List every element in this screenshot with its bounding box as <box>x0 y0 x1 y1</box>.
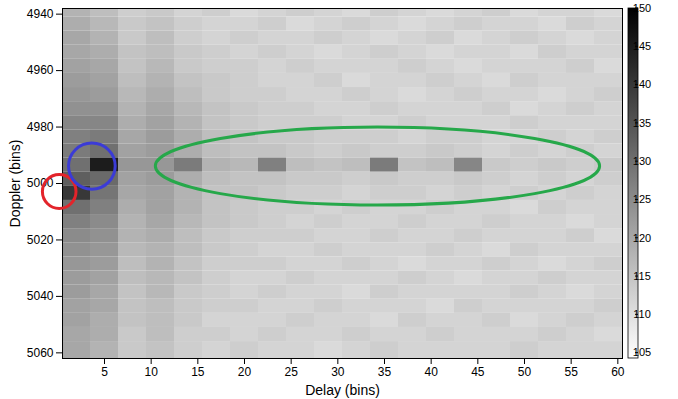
svg-text:105: 105 <box>633 346 651 358</box>
svg-text:15: 15 <box>191 365 205 379</box>
svg-text:115: 115 <box>633 270 651 282</box>
svg-text:125: 125 <box>633 193 651 205</box>
svg-text:55: 55 <box>564 365 578 379</box>
svg-text:135: 135 <box>633 117 651 129</box>
svg-text:5000: 5000 <box>26 176 54 191</box>
svg-text:110: 110 <box>633 308 651 320</box>
svg-text:60: 60 <box>611 365 625 379</box>
svg-text:35: 35 <box>378 365 392 379</box>
svg-text:140: 140 <box>633 78 651 90</box>
svg-text:50: 50 <box>518 365 532 379</box>
svg-text:145: 145 <box>633 40 651 52</box>
svg-text:30: 30 <box>331 365 345 379</box>
svg-text:40: 40 <box>424 365 438 379</box>
svg-text:Doppler (bins): Doppler (bins) <box>7 140 23 228</box>
svg-text:120: 120 <box>633 232 651 244</box>
svg-text:130: 130 <box>633 155 651 167</box>
svg-text:150: 150 <box>633 2 651 14</box>
svg-text:5020: 5020 <box>27 233 54 247</box>
svg-text:4940: 4940 <box>27 7 54 21</box>
svg-text:20: 20 <box>238 365 252 379</box>
svg-text:4980: 4980 <box>27 120 54 134</box>
svg-text:10: 10 <box>144 365 158 379</box>
svg-text:5040: 5040 <box>27 289 54 303</box>
svg-text:25: 25 <box>284 365 298 379</box>
svg-text:4960: 4960 <box>27 63 54 77</box>
svg-text:5060: 5060 <box>27 346 54 360</box>
svg-text:45: 45 <box>471 365 485 379</box>
svg-text:5: 5 <box>101 365 108 379</box>
svg-text:Delay (bins): Delay (bins) <box>305 382 380 398</box>
